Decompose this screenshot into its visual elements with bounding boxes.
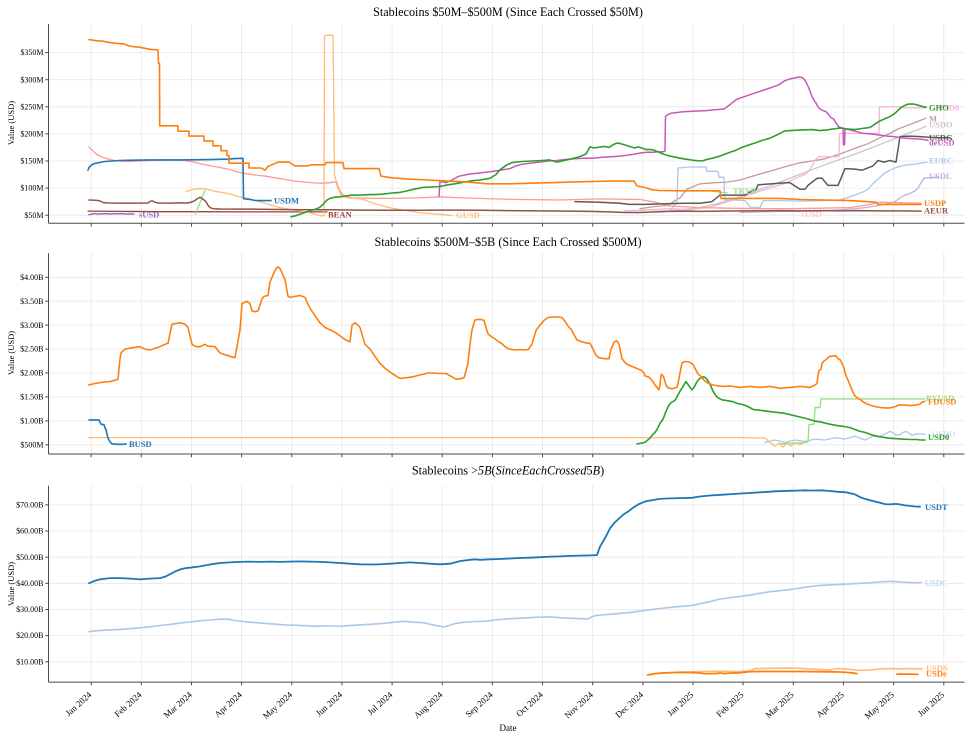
svg-text:Date: Date: [500, 723, 517, 733]
svg-text:GUSD: GUSD: [456, 210, 480, 220]
svg-text:Value (USD): Value (USD): [6, 331, 16, 375]
svg-text:USD0: USD0: [938, 103, 959, 113]
svg-text:USDS: USDS: [926, 663, 948, 673]
svg-text:M: M: [929, 114, 937, 124]
svg-text:$1.00B: $1.00B: [20, 417, 43, 426]
svg-text:cUSD: cUSD: [802, 210, 822, 219]
svg-text:GHO: GHO: [929, 103, 949, 113]
svg-text:Stablecoins $50M–$500M (Since: Stablecoins $50M–$500M (Since Each Cross…: [373, 5, 643, 19]
svg-text:USD0: USD0: [928, 432, 949, 442]
svg-text:USDO: USDO: [929, 119, 953, 129]
svg-text:$4.00B: $4.00B: [20, 273, 43, 282]
svg-text:USDL: USDL: [929, 171, 952, 181]
svg-text:AEUR: AEUR: [924, 206, 949, 216]
svg-text:$50.00B: $50.00B: [16, 553, 43, 562]
svg-text:BEAN: BEAN: [328, 209, 352, 219]
svg-text:Value (USD): Value (USD): [6, 101, 16, 145]
svg-text:$2.50B: $2.50B: [20, 345, 43, 354]
svg-text:deUSD: deUSD: [929, 138, 955, 148]
svg-text:Stablecoins $500M–$5B (Since E: Stablecoins $500M–$5B (Since Each Crosse…: [374, 235, 641, 249]
svg-text:USDC: USDC: [925, 578, 948, 588]
svg-text:$200M: $200M: [20, 130, 43, 139]
svg-text:USDG: USDG: [929, 132, 953, 142]
svg-text:USDT: USDT: [925, 502, 948, 512]
svg-text:Value (USD): Value (USD): [6, 562, 16, 606]
svg-text:USDM: USDM: [274, 196, 299, 206]
svg-text:Stablecoins >5B(SinceEachCross: Stablecoins >5B(SinceEachCrossed5B): [412, 464, 604, 478]
svg-text:$30.00B: $30.00B: [16, 605, 43, 614]
svg-text:$300M: $300M: [20, 75, 43, 84]
svg-text:$60.00B: $60.00B: [16, 527, 43, 536]
svg-text:$10.00B: $10.00B: [16, 657, 43, 666]
svg-text:$20.00B: $20.00B: [16, 631, 43, 640]
svg-text:USDD: USDD: [932, 429, 955, 439]
svg-text:$150M: $150M: [20, 157, 43, 166]
svg-text:$350M: $350M: [20, 48, 43, 57]
svg-text:EURC: EURC: [929, 156, 953, 166]
svg-text:TRYB: TRYB: [733, 186, 757, 196]
svg-text:$2.00B: $2.00B: [20, 369, 43, 378]
svg-text:$40.00B: $40.00B: [16, 579, 43, 588]
svg-text:$100M: $100M: [20, 184, 43, 193]
svg-text:PYUSD: PYUSD: [926, 393, 954, 403]
svg-text:$1.50B: $1.50B: [20, 393, 43, 402]
svg-text:$3.00B: $3.00B: [20, 321, 43, 330]
svg-text:$250M: $250M: [20, 102, 43, 111]
svg-text:USDP: USDP: [924, 198, 946, 208]
svg-text:$3.50B: $3.50B: [20, 297, 43, 306]
svg-text:BUSD: BUSD: [129, 439, 152, 449]
svg-text:$50M: $50M: [24, 211, 43, 220]
svg-text:$70.00B: $70.00B: [16, 501, 43, 510]
svg-text:FDUSD: FDUSD: [928, 397, 956, 407]
svg-text:sUSD: sUSD: [139, 209, 159, 219]
svg-text:USDe: USDe: [926, 669, 947, 679]
svg-text:$500M: $500M: [20, 440, 43, 449]
